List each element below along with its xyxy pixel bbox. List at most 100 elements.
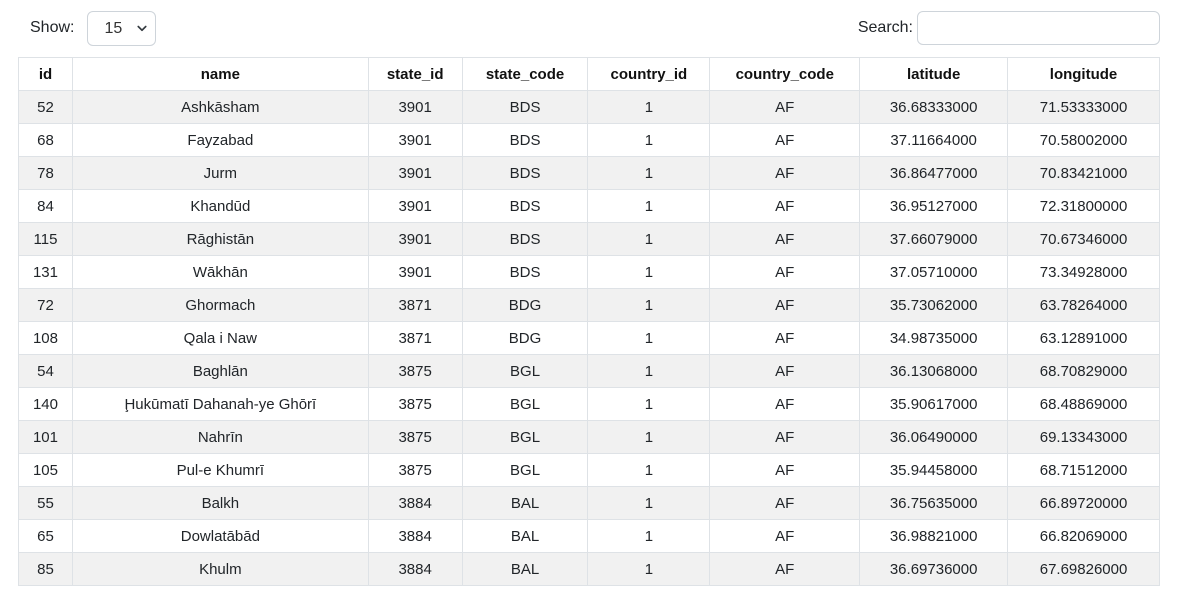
cell-state_code: BDS [461, 222, 589, 256]
page-size-select-wrap: 15 [87, 10, 157, 46]
cell-latitude: 36.86477000 [859, 156, 1009, 190]
cell-latitude: 37.05710000 [859, 255, 1009, 289]
cell-state_id: 3871 [367, 321, 463, 355]
cell-country_code: AF [709, 255, 861, 289]
column-header-name: name [71, 57, 369, 91]
cell-name: Ashkāsham [71, 90, 369, 124]
cities-table: id name state_id state_code country_id countr… [18, 57, 1160, 586]
cell-longitude: 66.89720000 [1007, 486, 1160, 520]
table-row: 52 Ashkāsham 3901 BDS 1 AF 36.68333000 71.53333… [18, 90, 1160, 124]
cell-name: Jurm [71, 156, 369, 190]
cell-country_code: AF [709, 486, 861, 520]
cell-id: 72 [18, 288, 73, 322]
cell-state_code: BAL [461, 519, 589, 553]
cell-country_code: AF [709, 288, 861, 322]
cell-id: 52 [18, 90, 73, 124]
cell-country_id: 1 [587, 156, 711, 190]
cell-country_code: AF [709, 156, 861, 190]
table-row: 65 Dowlatābād 3884 BAL 1 AF 36.98821000 66.8206… [18, 519, 1160, 553]
table-row: 101 Nahrīn 3875 BGL 1 AF 36.06490000 69.1334300… [18, 420, 1160, 454]
cell-id: 115 [18, 222, 73, 256]
cell-latitude: 36.06490000 [859, 420, 1009, 454]
cell-longitude: 72.31800000 [1007, 189, 1160, 223]
column-header-country_id: country_id [587, 57, 711, 91]
cell-longitude: 70.67346000 [1007, 222, 1160, 256]
cell-country_code: AF [709, 90, 861, 124]
cell-state_code: BGL [461, 387, 589, 421]
cell-name: Fayzabad [71, 123, 369, 157]
cell-name: Khulm [71, 552, 369, 586]
table-row: 68 Fayzabad 3901 BDS 1 AF 37.11664000 70.580020… [18, 123, 1160, 157]
cell-state_id: 3884 [367, 519, 463, 553]
cell-name: Wākhān [71, 255, 369, 289]
cell-state_code: BAL [461, 552, 589, 586]
cell-id: 65 [18, 519, 73, 553]
table-row: 55 Balkh 3884 BAL 1 AF 36.75635000 66.89720000 [18, 486, 1160, 520]
cell-name: Ghormach [71, 288, 369, 322]
cell-country_id: 1 [587, 90, 711, 124]
cell-id: 85 [18, 552, 73, 586]
cell-country_id: 1 [587, 387, 711, 421]
cell-name: Qala i Naw [71, 321, 369, 355]
cell-id: 101 [18, 420, 73, 454]
cell-state_code: BAL [461, 486, 589, 520]
cell-country_id: 1 [587, 123, 711, 157]
search-label: Search: [857, 19, 913, 36]
cell-country_id: 1 [587, 486, 711, 520]
cell-state_code: BDS [461, 189, 589, 223]
table-controls: Show: 15 Search: [18, 10, 1160, 46]
cell-state_code: BDS [461, 156, 589, 190]
cell-country_code: AF [709, 123, 861, 157]
page-size-control: Show: 15 [30, 10, 157, 46]
table-row: 105 Pul-e Khumrī 3875 BGL 1 AF 35.94458000 68.7… [18, 453, 1160, 487]
table-row: 78 Jurm 3901 BDS 1 AF 36.86477000 70.83421000 [18, 156, 1160, 190]
cell-id: 68 [18, 123, 73, 157]
cell-name: Ḩukūmatī Dahanah-ye Ghōrī [71, 387, 369, 421]
table-row: 85 Khulm 3884 BAL 1 AF 36.69736000 67.69826000 [18, 552, 1160, 586]
cell-state_code: BDG [461, 288, 589, 322]
cell-country_id: 1 [587, 420, 711, 454]
cell-state_id: 3901 [367, 156, 463, 190]
cell-country_id: 1 [587, 189, 711, 223]
cell-name: Dowlatābād [71, 519, 369, 553]
cell-longitude: 68.70829000 [1007, 354, 1160, 388]
column-header-state_code: state_code [461, 57, 589, 91]
cell-state_code: BDG [461, 321, 589, 355]
cell-state_id: 3901 [367, 222, 463, 256]
cell-latitude: 34.98735000 [859, 321, 1009, 355]
cell-id: 54 [18, 354, 73, 388]
column-header-state_id: state_id [367, 57, 463, 91]
cell-country_id: 1 [587, 354, 711, 388]
cell-longitude: 66.82069000 [1007, 519, 1160, 553]
cell-name: Baghlān [71, 354, 369, 388]
column-header-latitude: latitude [859, 57, 1009, 91]
cell-id: 84 [18, 189, 73, 223]
cell-country_code: AF [709, 354, 861, 388]
cell-state_id: 3871 [367, 288, 463, 322]
cell-id: 140 [18, 387, 73, 421]
cell-latitude: 35.94458000 [859, 453, 1009, 487]
cell-country_code: AF [709, 420, 861, 454]
cell-state_id: 3884 [367, 486, 463, 520]
cell-id: 78 [18, 156, 73, 190]
table-body: 52 Ashkāsham 3901 BDS 1 AF 36.68333000 71.53333… [18, 90, 1160, 586]
cell-country_code: AF [709, 189, 861, 223]
cell-id: 55 [18, 486, 73, 520]
cell-longitude: 68.71512000 [1007, 453, 1160, 487]
cell-name: Balkh [71, 486, 369, 520]
cell-latitude: 35.73062000 [859, 288, 1009, 322]
table-row: 54 Baghlān 3875 BGL 1 AF 36.13068000 68.7082900… [18, 354, 1160, 388]
cell-country_id: 1 [587, 288, 711, 322]
cell-longitude: 69.13343000 [1007, 420, 1160, 454]
cell-longitude: 63.78264000 [1007, 288, 1160, 322]
search-input[interactable] [917, 11, 1160, 45]
column-header-id: id [18, 57, 73, 91]
cell-country_code: AF [709, 321, 861, 355]
cell-state_id: 3901 [367, 255, 463, 289]
table-row: 131 Wākhān 3901 BDS 1 AF 37.05710000 73.3492800… [18, 255, 1160, 289]
cell-country_code: AF [709, 222, 861, 256]
page-size-select[interactable]: 15 [87, 10, 157, 46]
cell-state_code: BDS [461, 255, 589, 289]
cell-state_code: BDS [461, 90, 589, 124]
